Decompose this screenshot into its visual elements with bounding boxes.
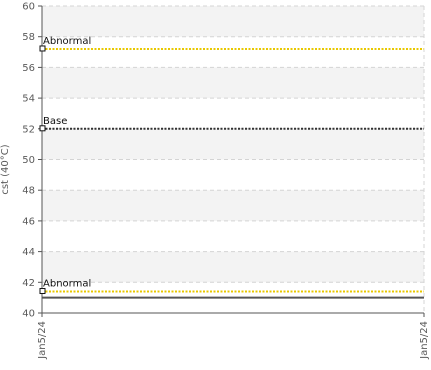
y-axis-ticks: 40 42 44 46 48 50 52 54 56 58 60	[22, 2, 42, 320]
reference-label: Base	[43, 116, 67, 127]
y-tick-label: 42	[22, 278, 35, 289]
y-tick-label: 48	[22, 186, 35, 197]
y-tick-label: 44	[22, 247, 35, 258]
reference-label: Abnormal	[43, 279, 91, 290]
x-axis-ticks: Jan5/24 Jan5/24	[37, 313, 430, 360]
background-band	[42, 251, 424, 283]
y-tick-label: 46	[22, 216, 35, 227]
y-tick-label: 60	[22, 2, 35, 13]
x-tick-label: Jan5/24	[419, 321, 430, 360]
y-tick-label: 52	[22, 124, 35, 135]
background-band	[42, 128, 424, 160]
background-band	[42, 6, 424, 37]
y-tick-label: 54	[22, 94, 35, 105]
reference-marker	[39, 288, 46, 295]
y-tick-label: 40	[22, 309, 35, 320]
plot-background-bands	[42, 6, 424, 283]
reference-label: Abnormal	[43, 36, 91, 47]
x-tick-label: Jan5/24	[37, 321, 48, 360]
y-tick-label: 50	[22, 155, 35, 166]
reference-lines: Abnormal Base Abnormal	[39, 36, 424, 295]
y-axis-label: cst (40°C)	[0, 144, 11, 194]
y-tick-label: 56	[22, 63, 35, 74]
reference-marker	[39, 45, 46, 52]
reference-marker	[39, 125, 46, 132]
y-tick-label: 58	[22, 32, 35, 43]
background-band	[42, 67, 424, 99]
background-band	[42, 190, 424, 221]
